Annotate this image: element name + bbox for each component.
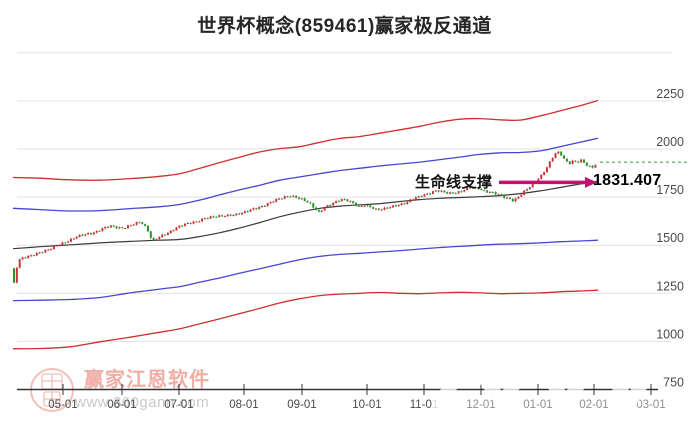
y-axis-label: 750 [663, 376, 684, 390]
x-axis-label: 02-01 [579, 399, 608, 411]
lower-blue-channel-line [12, 239, 599, 302]
y-axis-label: 2000 [656, 135, 684, 149]
x-axis-label: 03-01 [636, 399, 665, 411]
y-axis-label: 1000 [656, 327, 684, 341]
lower-red-channel-line [12, 289, 599, 350]
white-scribble-watermark [431, 346, 659, 414]
x-axis-label: 08-01 [229, 399, 258, 411]
x-axis-label: 11-01 [410, 399, 439, 411]
x-axis-label: 07-01 [164, 399, 193, 411]
lifeline-black-line [12, 180, 599, 250]
x-axis-label: 01-01 [523, 399, 552, 411]
x-axis-label: 12-01 [466, 399, 495, 411]
y-axis-label: 1250 [656, 279, 684, 293]
upper-red-channel-line [12, 99, 599, 181]
support-arrow-head [585, 176, 597, 188]
x-axis-label: 10-01 [352, 399, 381, 411]
lifeline-value-label: 1831.407 [593, 172, 662, 189]
watermark-brand-text: 赢家江恩软件 [84, 369, 210, 391]
page-title: 世界杯概念(859461)赢家极反通道 [197, 16, 492, 37]
watermark-url-text: www.360gann.com [75, 394, 210, 411]
candlestick-series [13, 151, 597, 284]
y-axis-label: 1750 [656, 183, 684, 197]
y-axis-label: 2250 [656, 87, 684, 101]
upper-blue-channel-line [12, 137, 599, 212]
y-axis-label: 1500 [656, 231, 684, 245]
x-axis-label: 09-01 [287, 399, 316, 411]
x-axis-label: 05-01 [48, 399, 77, 411]
x-axis-label: 06-01 [107, 399, 136, 411]
lifeline-support-label: 生命线支撑 [415, 174, 493, 191]
